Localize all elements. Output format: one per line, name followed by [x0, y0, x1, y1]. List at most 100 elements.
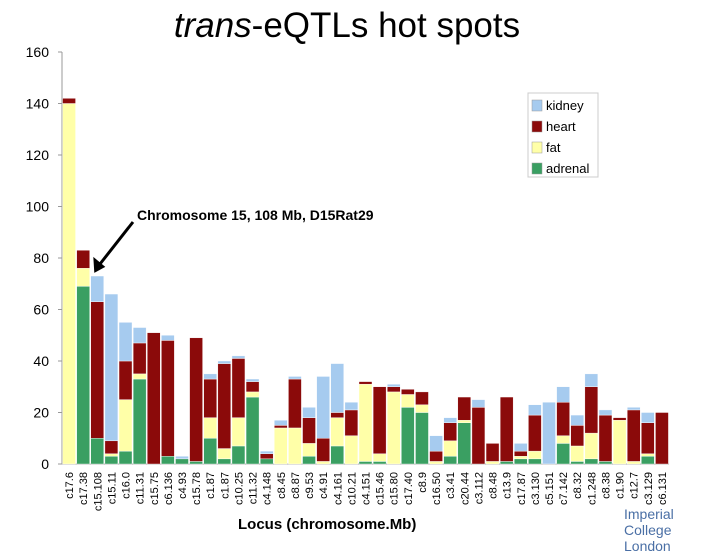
- bar-segment-heart: [189, 337, 203, 462]
- bar-segment-kidney: [514, 443, 528, 452]
- bar-segment-heart: [401, 389, 415, 395]
- bar-segment-adrenal: [499, 461, 514, 465]
- x-tick-label: c17.6: [64, 472, 76, 499]
- bar-segment-adrenal: [598, 461, 613, 465]
- slide: trans-eQTLs hot spots 0 20 40 60 80 100 120 140…: [26, 6, 674, 554]
- bar-segment-fat: [245, 391, 260, 398]
- x-tick-label: c15.78: [191, 472, 203, 505]
- bar-segment-fat: [302, 443, 316, 457]
- bar-segment-heart: [556, 402, 570, 436]
- bar-segment-adrenal: [415, 412, 429, 465]
- bar-segment-adrenal: [104, 456, 119, 465]
- bar-segment-fat: [76, 268, 90, 287]
- y-tick-label: 20: [33, 405, 49, 421]
- bar-segment-heart: [118, 360, 133, 400]
- x-tick-label: c20.44: [459, 472, 471, 505]
- bar-segment-kidney: [288, 376, 302, 380]
- bar-segment-fat: [387, 391, 401, 465]
- x-tick-label: c3.41: [445, 472, 457, 499]
- x-tick-label: c4.148: [262, 472, 274, 505]
- bar-segment-fat: [372, 453, 387, 462]
- legend-swatch-heart: [531, 120, 543, 133]
- x-tick-label: c8.87: [290, 472, 302, 499]
- bar-segment-fat: [443, 440, 457, 457]
- logo-line-1: Imperial College: [624, 506, 674, 538]
- bar-segment-kidney: [259, 450, 274, 454]
- x-tick-label: c15.46: [375, 472, 387, 505]
- legend-label-adrenal: adrenal: [546, 161, 589, 176]
- bar-segment-fat: [627, 461, 641, 465]
- bar-segment-fat: [485, 461, 500, 465]
- y-tick-label: 0: [41, 456, 49, 472]
- x-tick-label: c16.0: [121, 472, 133, 499]
- bar-segment-heart: [259, 453, 274, 460]
- bar-segment-adrenal: [231, 445, 246, 465]
- y-tick-label: 120: [26, 147, 50, 163]
- x-tick-label: c15.75: [149, 472, 161, 505]
- y-tick-label: 40: [33, 353, 49, 369]
- bar-segment-kidney: [302, 407, 316, 418]
- bar-segment-heart: [528, 414, 542, 452]
- bar-segment-fat: [570, 445, 584, 462]
- x-tick-label: c3.112: [473, 472, 485, 504]
- bar-segment-heart: [147, 332, 161, 465]
- bar-segment-adrenal: [528, 458, 542, 465]
- x-tick-label: c3.129: [643, 472, 655, 505]
- bar-segment-heart: [245, 381, 260, 393]
- bar-segment-fat: [401, 394, 415, 408]
- bar-segment-kidney: [231, 355, 246, 359]
- bar-segment-kidney: [245, 378, 260, 382]
- bar-segment-heart: [627, 409, 641, 462]
- x-tick-label: c1.87: [205, 472, 217, 499]
- x-tick-label: c8.38: [600, 472, 612, 499]
- bar-segment-heart: [203, 378, 217, 418]
- bar-segment-kidney: [217, 360, 232, 364]
- bar-segment-heart: [316, 438, 330, 462]
- bar-segment-fat: [217, 448, 232, 460]
- bar-segment-heart: [161, 340, 175, 457]
- bar-segment-kidney: [387, 383, 401, 387]
- bar-segment-heart: [612, 417, 627, 421]
- bar-segment-kidney: [627, 407, 641, 411]
- bar-segment-adrenal: [556, 443, 570, 465]
- legend-label-kidney: kidney: [546, 98, 584, 113]
- bar-segment-fat: [415, 404, 429, 413]
- x-tick-label: c17.40: [403, 472, 415, 505]
- y-tick-label: 60: [33, 302, 49, 318]
- x-tick-label: c8.45: [276, 472, 288, 499]
- bar-segment-adrenal: [330, 445, 344, 465]
- bar-segment-heart: [641, 422, 655, 454]
- bar-segment-heart: [231, 358, 246, 418]
- bar-segment-kidney: [90, 275, 104, 302]
- x-tick-label: c9.53: [304, 472, 316, 499]
- bar-segment-fat: [132, 373, 147, 380]
- x-tick-label: c15.108: [92, 472, 104, 511]
- bar-segment-heart: [62, 98, 76, 104]
- bar-segment-heart: [302, 417, 316, 444]
- bar-segment-heart: [499, 396, 514, 462]
- x-tick-label: c15.80: [389, 472, 401, 505]
- x-tick-label: c5.151: [544, 472, 556, 505]
- bar-segment-kidney: [598, 409, 613, 416]
- x-tick-label: c8.48: [488, 472, 500, 499]
- x-tick-label: c12.7: [629, 472, 641, 499]
- x-tick-label: c17.38: [78, 472, 90, 505]
- bar-segment-fat: [203, 417, 217, 439]
- legend-label-fat: fat: [546, 140, 561, 155]
- bar-segment-kidney: [330, 363, 344, 413]
- bar-segment-heart: [655, 412, 669, 465]
- bar-segment-kidney: [528, 404, 542, 416]
- bar-segment-fat: [316, 461, 330, 465]
- bar-segment-heart: [104, 440, 119, 454]
- x-tick-label: c6.131: [657, 472, 669, 505]
- bar-segment-heart: [76, 250, 90, 269]
- x-tick-label: c13.9: [502, 472, 514, 499]
- bar-segment-fat: [288, 427, 302, 465]
- bar-segment-kidney: [161, 335, 175, 341]
- bar-segment-kidney: [274, 420, 288, 426]
- bar-segment-heart: [485, 443, 500, 462]
- bar-segment-kidney: [203, 373, 217, 380]
- logo-line-2: London: [624, 538, 671, 554]
- bar-segment-kidney: [443, 417, 457, 423]
